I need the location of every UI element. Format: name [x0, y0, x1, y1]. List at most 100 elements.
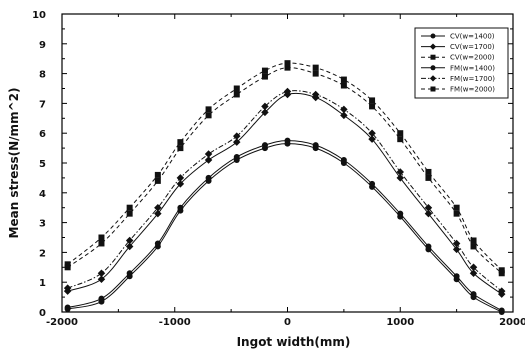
data-point [233, 154, 240, 161]
data-point [425, 174, 432, 181]
data-point [340, 105, 348, 114]
legend-label: CV(w=1700) [450, 43, 495, 51]
y-tick-label: 1 [39, 278, 46, 289]
x-axis-title: Ingot width(mm) [237, 335, 351, 349]
legend-marker [430, 33, 436, 39]
y-tick-label: 3 [39, 219, 46, 230]
data-point [312, 70, 319, 77]
data-point [98, 240, 105, 247]
legend-label: FM(w=2000) [450, 86, 495, 94]
legend-marker [429, 75, 437, 82]
data-point [176, 174, 185, 182]
data-point [284, 64, 291, 71]
data-point [453, 273, 460, 280]
data-point [397, 210, 404, 217]
data-point [204, 156, 213, 164]
data-point [205, 174, 212, 181]
data-point [368, 135, 376, 143]
data-point [284, 60, 291, 67]
data-point [424, 203, 433, 212]
x-tick-label: 0 [284, 317, 291, 328]
y-tick-label: 5 [39, 159, 46, 170]
data-point [154, 177, 161, 184]
data-point [425, 168, 432, 175]
data-point [176, 180, 185, 188]
data-point [97, 275, 106, 283]
data-point [205, 106, 212, 113]
series-line-0 [67, 143, 502, 313]
data-point [126, 204, 133, 211]
data-point [205, 112, 212, 119]
data-point [177, 204, 184, 211]
data-point [204, 150, 213, 158]
legend-marker [430, 86, 436, 92]
data-point [452, 245, 461, 254]
data-point [452, 239, 461, 248]
data-point [261, 108, 269, 117]
data-point [469, 263, 478, 272]
data-point [425, 243, 432, 250]
y-tick-label: 2 [39, 248, 46, 259]
data-point [498, 267, 505, 274]
data-point [284, 137, 291, 144]
data-point [177, 139, 184, 146]
data-point [424, 209, 433, 218]
data-point [469, 269, 478, 278]
data-point [233, 85, 240, 92]
data-point [233, 132, 241, 140]
data-point [283, 87, 292, 96]
data-point [470, 291, 477, 298]
data-point [369, 103, 376, 110]
legend: CV(w=1400) CV(w=1700) CV(w=2000) FM(w=1400)… [414, 27, 509, 99]
legend-marker [430, 54, 436, 60]
data-point [261, 102, 269, 111]
y-tick-label: 6 [39, 129, 46, 140]
data-point [154, 203, 162, 212]
data-point [397, 136, 404, 143]
x-tick-label: -1000 [159, 317, 191, 328]
data-point [154, 240, 161, 247]
x-tick-label: 1000 [386, 317, 414, 328]
data-point [126, 270, 133, 277]
data-point [126, 210, 133, 217]
data-point [125, 236, 134, 245]
data-point [340, 76, 347, 83]
data-point [233, 91, 240, 98]
legend-label: FM(w=1700) [450, 75, 495, 83]
data-point [233, 138, 241, 146]
data-point [261, 73, 268, 80]
data-point [311, 90, 320, 99]
data-point [312, 64, 319, 71]
data-point [63, 284, 72, 292]
data-point [98, 234, 105, 241]
data-point [396, 174, 404, 182]
legend-label: CV(w=2000) [450, 54, 495, 62]
y-axis-title: Mean stress(N/mm^2) [7, 88, 21, 239]
y-tick-label: 10 [32, 10, 46, 21]
data-point [396, 168, 404, 176]
data-point [125, 242, 134, 251]
y-tick-label: 9 [39, 40, 46, 51]
x-axis-ticks: -2000 -1000 0 1000 2000 [46, 14, 525, 328]
data-point [261, 142, 268, 149]
data-point [340, 157, 347, 164]
x-tick-label: 2000 [499, 317, 525, 328]
y-tick-label: 0 [39, 308, 46, 319]
data-point [453, 210, 460, 217]
data-point [368, 129, 376, 137]
data-point [340, 111, 348, 120]
series-lines [67, 62, 503, 313]
data-point [369, 97, 376, 104]
data-point [64, 261, 71, 268]
y-tick-label: 4 [39, 189, 46, 200]
y-tick-label: 7 [39, 99, 46, 110]
data-point [98, 295, 105, 302]
data-point [154, 171, 161, 178]
data-point [498, 307, 505, 314]
y-axis-ticks: 0 1 2 3 4 5 6 7 8 9 10 [32, 10, 513, 319]
data-point [397, 130, 404, 137]
x-tick-label: -2000 [46, 317, 78, 328]
series-line-1 [67, 92, 503, 295]
legend-box [414, 27, 509, 99]
